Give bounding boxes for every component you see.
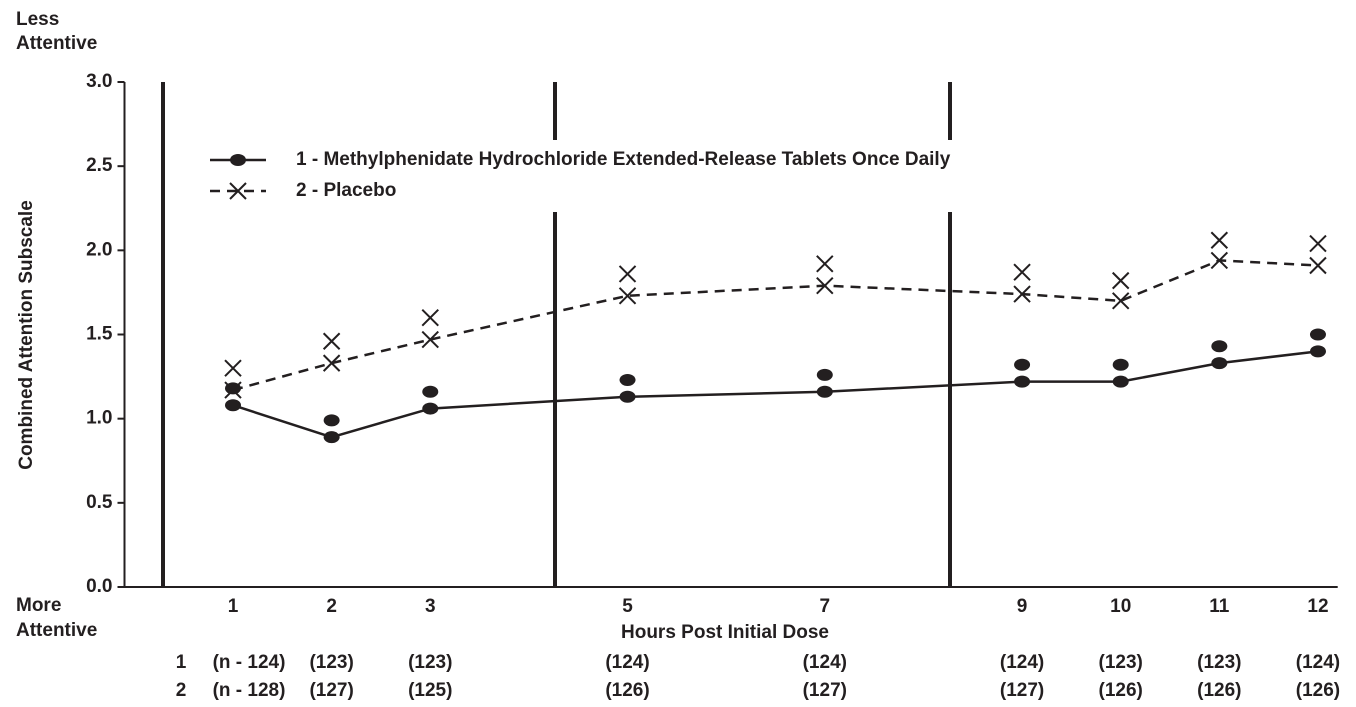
n-value: (n - 124) [213,652,286,673]
marker-dot [1309,328,1326,341]
marker-x [1111,292,1130,310]
legend-marker [230,154,246,166]
y-tick-label: 0.5 [86,492,113,513]
marker-dot [1211,340,1228,353]
marker-x [1111,271,1130,290]
marker-dot [224,382,241,395]
marker-x [816,255,834,273]
marker-x [322,332,341,350]
marker-dot [619,390,636,403]
n-value: (126) [605,680,649,701]
n-value: (126) [1197,680,1241,701]
n-value: (124) [1000,652,1044,673]
top-note: Attentive [16,33,97,54]
y-tick-label: 2.5 [86,155,113,176]
n-value: (125) [408,680,452,701]
n-value: (123) [309,652,353,673]
n-row-label: 2 [176,680,187,701]
marker-x [618,287,637,305]
x-tick-label: 11 [1209,596,1230,617]
marker-x [618,265,637,283]
legend-label: 1 - Methylphenidate Hydrochloride Extend… [296,149,951,170]
marker-dot [1309,345,1326,358]
n-value: (126) [1099,680,1143,701]
marker-dot [422,385,439,398]
n-value: (123) [408,652,452,673]
marker-dot [1112,375,1129,388]
n-value: (123) [1099,652,1143,673]
x-tick-label: 5 [622,596,633,617]
marker-x [1210,251,1229,270]
marker-x [224,359,242,377]
marker-dot [224,399,241,412]
marker-x [421,330,439,349]
legend-background [200,140,1070,212]
marker-x [1013,263,1031,281]
marker-dot [1112,358,1129,371]
n-value: (124) [803,652,847,673]
x-tick-label: 12 [1307,596,1328,617]
x-tick-label: 1 [228,596,239,617]
n-row-label: 1 [176,652,187,673]
marker-dot [1211,357,1228,370]
x-tick-label: 9 [1017,596,1028,617]
n-value: (124) [605,652,649,673]
marker-x [421,308,439,327]
x-tick-label: 7 [820,596,831,617]
marker-dot [1014,358,1031,371]
marker-x [1210,231,1229,249]
y-tick-label: 3.0 [86,71,112,92]
marker-x [816,276,834,295]
marker-dot [422,402,439,415]
n-value: (123) [1197,652,1241,673]
n-value: (n - 128) [213,680,286,701]
legend-label: 2 - Placebo [296,180,396,201]
marker-dot [619,373,636,386]
marker-dot [323,431,340,444]
x-tick-label: 10 [1110,596,1131,617]
series-line [232,259,1319,392]
marker-x [1309,256,1327,275]
marker-x [1309,234,1327,253]
series-line [232,350,1319,439]
bottom-note: Attentive [16,620,97,641]
top-note: Less [16,9,59,30]
y-tick-label: 1.0 [86,408,112,429]
y-tick-label: 2.0 [86,239,112,260]
x-axis-label: Hours Post Initial Dose [621,622,829,643]
marker-dot [323,414,340,427]
y-tick-label: 0.0 [86,576,112,597]
marker-x [1013,285,1031,303]
n-value: (127) [1000,680,1044,701]
x-tick-label: 2 [326,596,337,617]
x-tick-label: 3 [425,596,436,617]
marker-dot [816,385,833,398]
n-value: (124) [1296,652,1340,673]
n-value: (126) [1296,680,1340,701]
y-tick-label: 1.5 [86,324,113,345]
bottom-note: More [16,595,61,616]
marker-dot [1014,375,1031,388]
n-value: (127) [309,680,353,701]
legend-marker [229,182,247,200]
y-axis-label: Combined Attention Subscale [16,200,37,470]
n-value: (127) [803,680,847,701]
marker-x [322,354,341,372]
marker-dot [816,368,833,381]
